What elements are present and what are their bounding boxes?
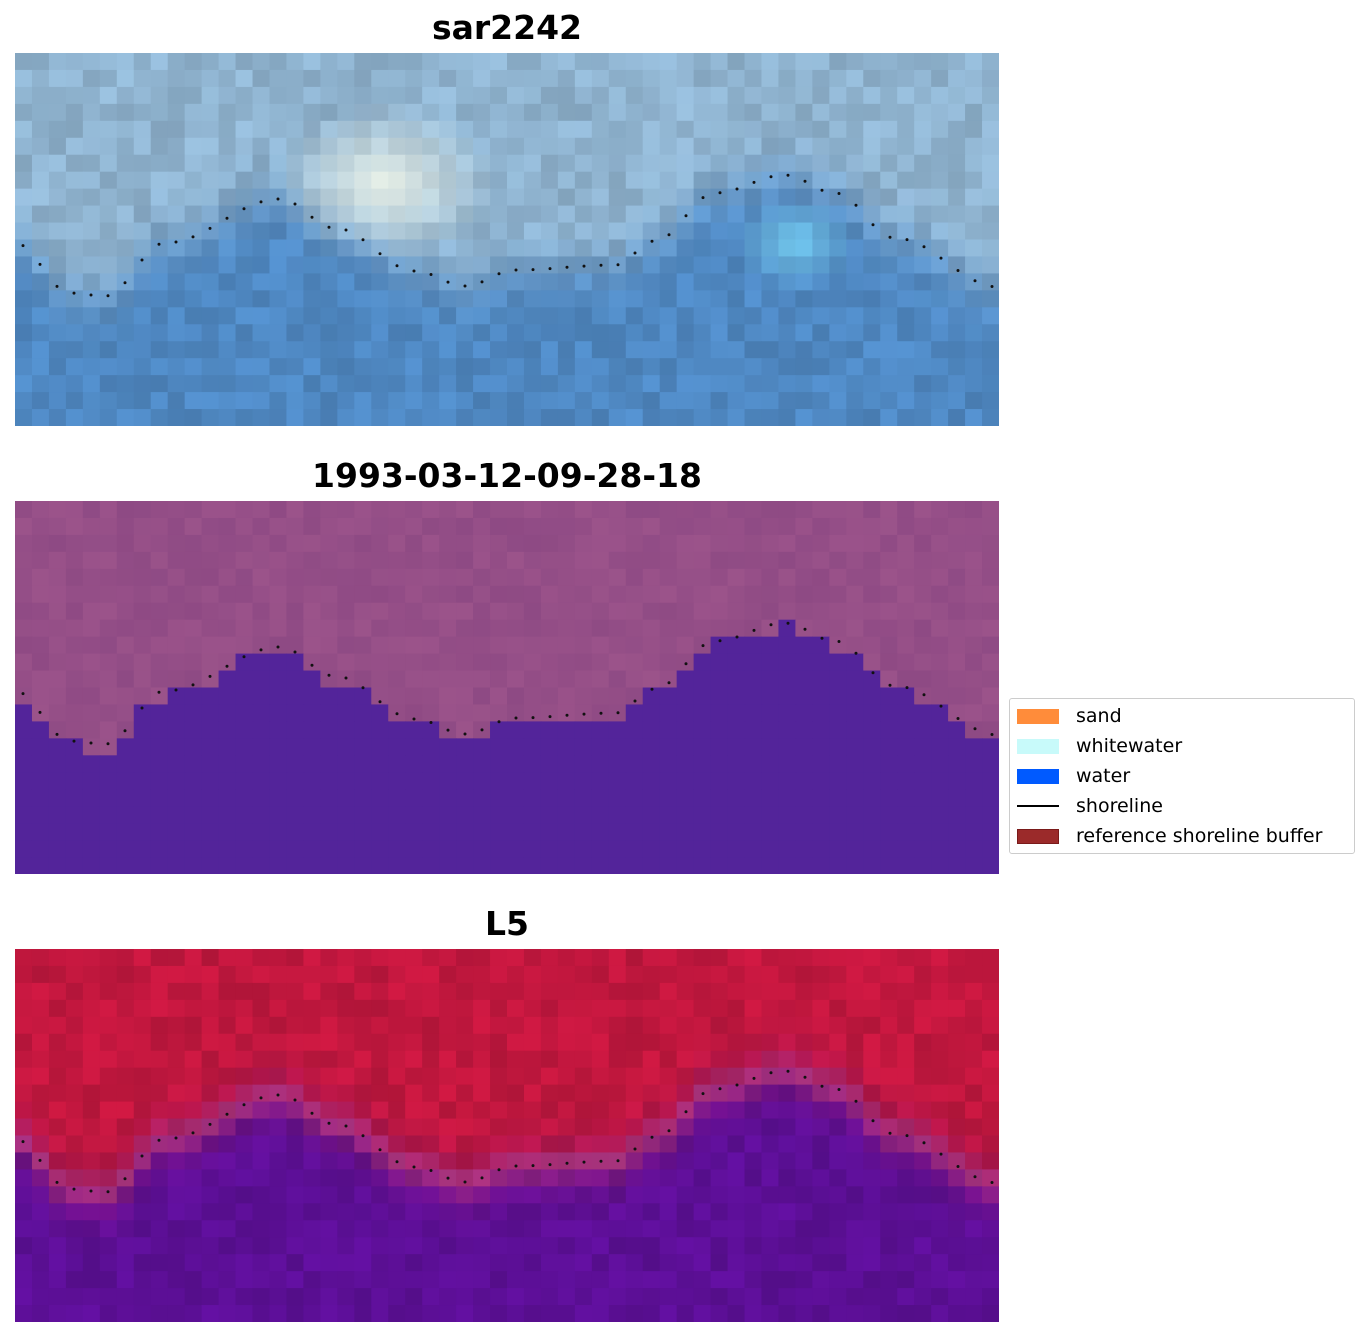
legend-item-shoreline: shoreline [1017, 793, 1163, 819]
panel-title-1: sar2242 [431, 8, 583, 47]
legend-label-whitewater: whitewater [1076, 735, 1183, 757]
panel-title-2: 1993-03-12-09-28-18 [312, 456, 702, 495]
legend-label-shoreline: shoreline [1076, 795, 1163, 817]
legend-label-water: water [1076, 765, 1131, 787]
classification-canvas [15, 501, 999, 874]
index-image [15, 949, 999, 1322]
index-canvas [15, 949, 999, 1322]
classification-image [15, 501, 999, 874]
water-swatch [1017, 768, 1059, 784]
shoreline-line-swatch [1017, 799, 1059, 814]
legend-item-sand: sand [1017, 703, 1122, 729]
legend: sand whitewater water shoreline referenc… [1009, 698, 1355, 854]
legend-item-reference-buffer: reference shoreline buffer [1017, 823, 1322, 849]
sand-swatch [1017, 708, 1059, 724]
rgb-image-canvas [15, 53, 999, 426]
legend-label-reference-buffer: reference shoreline buffer [1076, 825, 1323, 847]
panel-title-3: L5 [485, 904, 529, 943]
satellite-rgb-image [15, 53, 999, 426]
legend-label-sand: sand [1076, 705, 1122, 727]
reference-buffer-swatch [1017, 828, 1059, 844]
whitewater-swatch [1017, 738, 1059, 754]
legend-item-water: water [1017, 763, 1130, 789]
legend-item-whitewater: whitewater [1017, 733, 1182, 759]
